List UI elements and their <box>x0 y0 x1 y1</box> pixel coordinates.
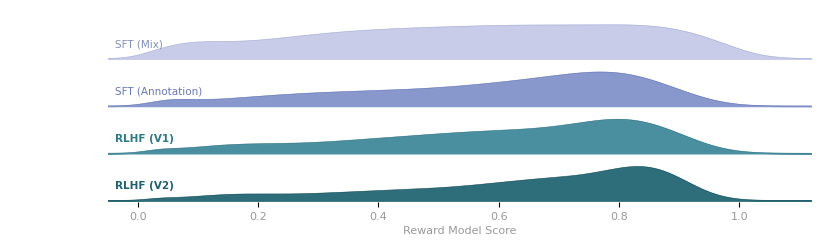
X-axis label: Reward Model Score: Reward Model Score <box>403 226 515 236</box>
Text: RLHF (V2): RLHF (V2) <box>114 181 174 191</box>
Text: SFT (Mix): SFT (Mix) <box>114 40 162 50</box>
Text: RLHF (V1): RLHF (V1) <box>114 134 174 144</box>
Text: SFT (Annotation): SFT (Annotation) <box>114 87 202 97</box>
